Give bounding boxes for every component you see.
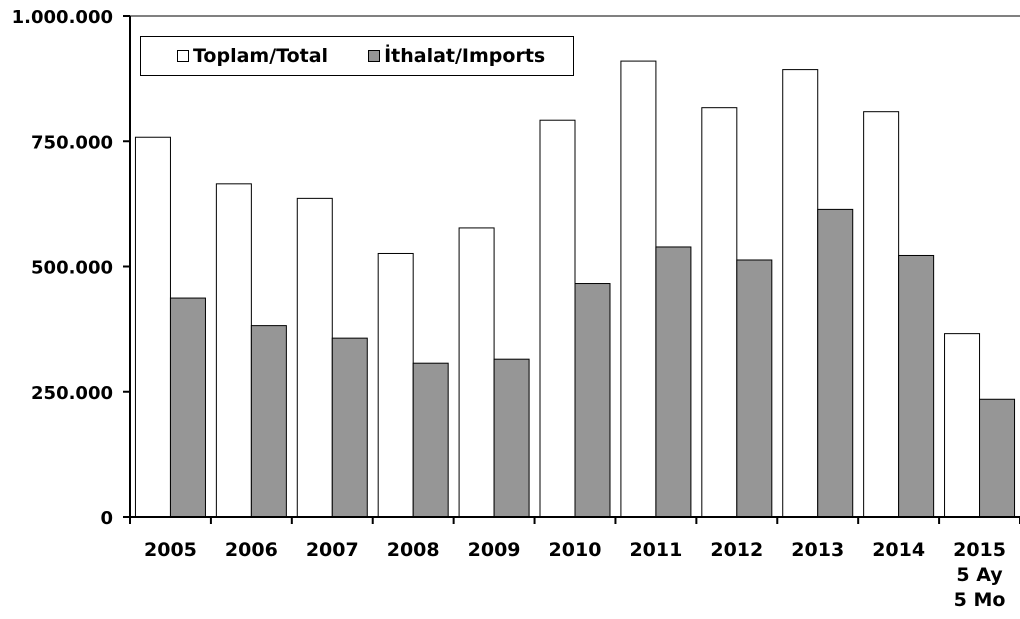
bar-imports-2008 xyxy=(412,362,449,518)
x-tick-label: 2005 xyxy=(144,539,197,561)
x-tick-label: 2010 xyxy=(549,539,602,561)
legend-swatch-total xyxy=(177,50,189,62)
legend-item-imports: İthalat/Imports xyxy=(368,45,545,67)
x-tick-label: 2014 xyxy=(872,539,925,561)
x-tick-label: 2012 xyxy=(710,539,763,561)
bar-total-2015 xyxy=(944,333,981,518)
legend-label-imports: İthalat/Imports xyxy=(384,45,546,67)
bar-imports-2015 xyxy=(979,398,1016,518)
bars-group xyxy=(134,60,1016,518)
bar-total-2012 xyxy=(701,107,738,518)
y-tick-label: 750.000 xyxy=(31,132,113,153)
bar-total-2005 xyxy=(134,136,171,518)
bar-imports-2013 xyxy=(817,208,854,518)
bar-imports-2011 xyxy=(655,246,692,518)
x-tick-label: 2007 xyxy=(306,539,359,561)
bar-imports-2014 xyxy=(898,254,935,518)
x-tick-label: 2008 xyxy=(387,539,440,561)
bar-total-2013 xyxy=(782,69,819,518)
bar-imports-2007 xyxy=(331,337,368,518)
y-tick-label: 250.000 xyxy=(31,383,113,404)
bar-imports-2010 xyxy=(574,283,611,518)
y-tick-label: 0 xyxy=(100,508,113,529)
bar-imports-2009 xyxy=(493,358,530,518)
x-tick-label: 2015 5 Ay 5 Mo xyxy=(953,539,1006,611)
legend-item-total: Toplam/Total xyxy=(177,45,328,67)
bar-imports-2006 xyxy=(250,325,287,518)
legend-label-total: Toplam/Total xyxy=(193,45,329,67)
y-axis-ticks: 0 250.000 500.000 750.000 1.000.000 xyxy=(12,7,130,529)
x-tick-label: 2006 xyxy=(225,539,278,561)
bar-total-2011 xyxy=(620,60,657,518)
bar-total-2010 xyxy=(539,119,576,518)
bar-total-2006 xyxy=(215,183,252,518)
bar-total-2009 xyxy=(458,227,495,518)
bar-imports-2005 xyxy=(169,297,206,518)
legend: Toplam/Total İthalat/Imports xyxy=(140,36,574,76)
bar-total-2007 xyxy=(296,197,333,518)
x-tick-label: 2009 xyxy=(468,539,521,561)
x-axis-ticks: 2005 2006 2007 2008 2009 2010 2011 2012 2013 2014… xyxy=(129,517,1020,611)
x-tick-label: 2011 xyxy=(629,539,682,561)
y-tick-label: 500.000 xyxy=(31,258,113,279)
bar-total-2014 xyxy=(863,111,900,518)
x-tick-label: 2013 xyxy=(791,539,844,561)
legend-swatch-imports xyxy=(368,50,381,62)
bar-imports-2012 xyxy=(736,259,773,518)
y-tick-label: 1.000.000 xyxy=(12,7,113,28)
bar-total-2008 xyxy=(377,252,414,518)
